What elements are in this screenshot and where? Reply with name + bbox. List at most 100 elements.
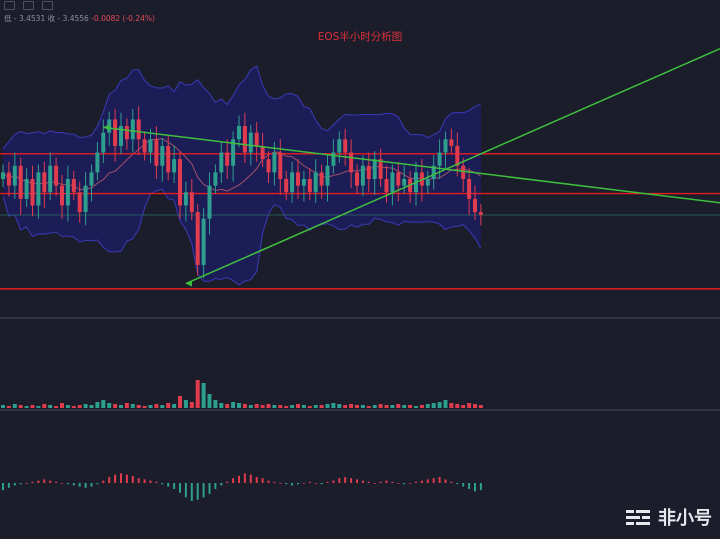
candle-body: [7, 172, 11, 185]
volume-bar: [101, 400, 105, 408]
candle-body: [225, 153, 229, 166]
candle-body: [202, 219, 206, 265]
candle-body: [166, 146, 170, 172]
bollinger-band: [3, 66, 481, 285]
volume-bar: [255, 404, 259, 408]
candle-body: [31, 179, 35, 205]
volume-bar: [90, 405, 94, 408]
candle-body: [149, 139, 153, 152]
macd-bar: [2, 483, 4, 490]
macd-bar: [332, 481, 334, 483]
macd-bar: [468, 483, 470, 489]
macd-bar: [61, 483, 63, 484]
volume-bar: [172, 404, 176, 408]
candle-body: [343, 139, 347, 152]
volume-bar: [373, 405, 377, 408]
volume-bar: [190, 402, 194, 408]
macd-bar: [238, 476, 240, 483]
candle-body: [60, 186, 64, 206]
volume-bar: [119, 405, 123, 408]
macd-bar: [79, 483, 81, 487]
macd-bar: [226, 482, 228, 483]
volume-bar: [296, 404, 300, 408]
volume-bar: [1, 405, 5, 408]
candle-body: [461, 166, 465, 179]
candle-body: [314, 172, 318, 192]
volume-bar: [414, 406, 418, 408]
candle-body: [449, 139, 453, 146]
volume-bar: [237, 403, 241, 408]
volume-bar: [13, 404, 17, 408]
macd-bar: [350, 478, 352, 483]
macd-bar: [173, 483, 175, 489]
volume-bar: [184, 400, 188, 408]
volume-bar: [42, 404, 46, 408]
candle-body: [243, 126, 247, 152]
candle-body: [390, 172, 394, 192]
candle-body: [101, 133, 105, 153]
candle-body: [290, 172, 294, 192]
volume-bar: [355, 405, 359, 408]
volume-bar: [213, 400, 217, 408]
macd-bar: [327, 482, 329, 483]
candle-body: [125, 126, 129, 139]
volume-bar: [320, 405, 324, 408]
candle-body: [331, 153, 335, 166]
macd-bar: [144, 479, 146, 483]
volume-bar: [455, 404, 459, 408]
macd-bar: [8, 483, 10, 488]
volume-bar: [326, 404, 330, 408]
macd-bar: [132, 476, 134, 483]
macd-bar: [197, 483, 199, 500]
macd-bar: [32, 482, 34, 483]
candle-body: [95, 153, 99, 173]
macd-bar: [450, 482, 452, 483]
candle-body: [302, 179, 306, 186]
candle-body: [367, 166, 371, 179]
candle-body: [320, 172, 324, 185]
candle-body: [219, 153, 223, 173]
volume-bar: [19, 405, 23, 408]
candle-body: [237, 126, 241, 139]
candle-body: [137, 119, 141, 139]
macd-bar: [91, 483, 93, 487]
macd-bar: [268, 481, 270, 483]
candle-body: [113, 119, 117, 145]
volume-bar: [290, 405, 294, 408]
volume-bar: [343, 405, 347, 408]
macd-bar: [321, 483, 323, 484]
volume-bar: [461, 405, 465, 408]
volume-bar: [107, 403, 111, 408]
macd-bar: [191, 483, 193, 501]
candle-body: [373, 159, 377, 179]
macd-bar: [297, 483, 299, 484]
volume-bar: [314, 405, 318, 408]
volume-bar: [379, 404, 383, 408]
volume-bar: [137, 405, 141, 408]
macd-bar: [409, 483, 411, 484]
volume-bar: [113, 404, 117, 408]
candle-body: [131, 119, 135, 139]
macd-bar: [279, 483, 281, 484]
volume-bar: [131, 404, 135, 408]
candle-body: [178, 159, 182, 205]
macd-bar: [474, 483, 476, 491]
volume-bar: [396, 404, 400, 408]
volume-bar: [479, 405, 483, 408]
macd-bar: [415, 482, 417, 483]
candle-body: [402, 179, 406, 186]
macd-bar: [155, 482, 157, 483]
volume-bar: [243, 404, 247, 408]
candle-body: [78, 192, 82, 212]
macd-bar: [220, 483, 222, 485]
watermark: 非小号: [624, 504, 712, 530]
candle-body: [84, 186, 88, 212]
macd-bar: [250, 475, 252, 483]
macd-bar: [368, 482, 370, 483]
macd-bar: [291, 483, 293, 485]
macd-bar: [374, 483, 376, 484]
volume-bar: [349, 404, 353, 408]
macd-bar: [439, 477, 441, 483]
volume-bar: [202, 383, 206, 408]
